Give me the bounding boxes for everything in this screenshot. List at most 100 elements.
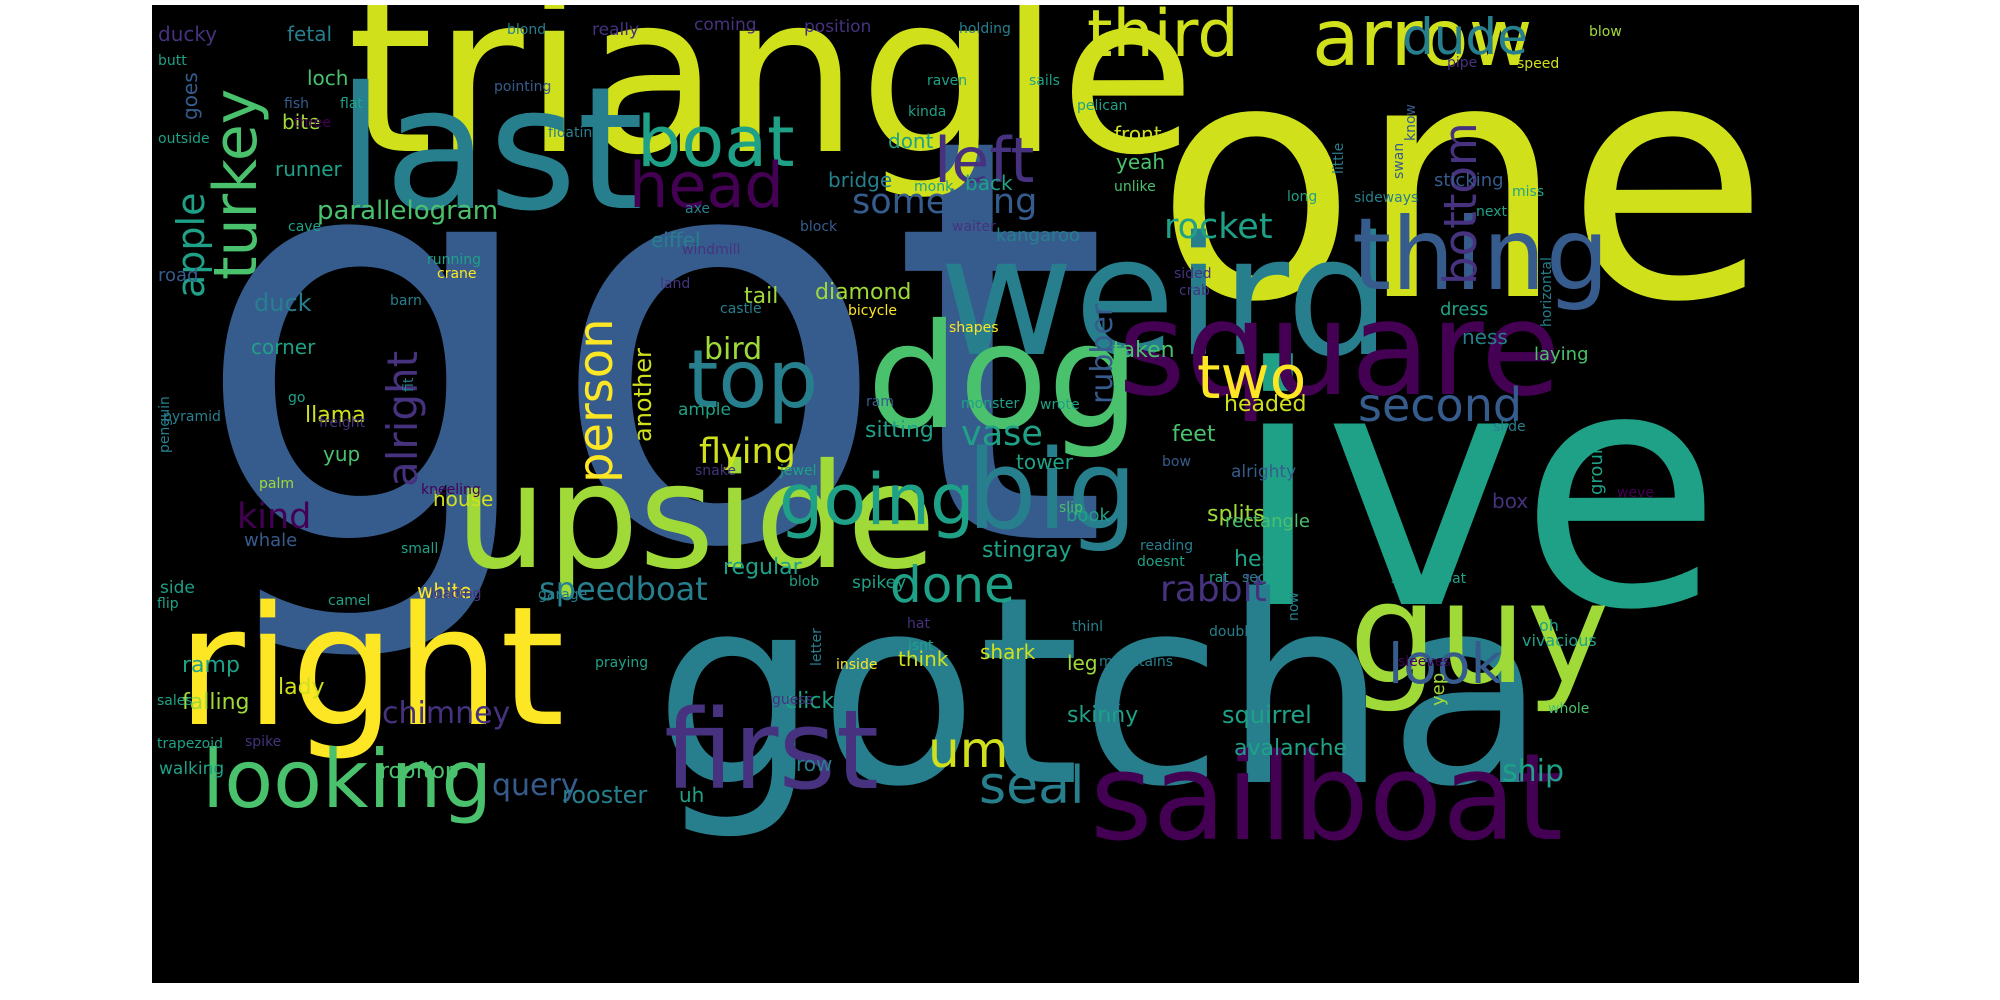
word-inside: inside: [836, 657, 878, 673]
word-blob: blob: [789, 574, 820, 590]
word-mountains: mountains: [1099, 654, 1174, 670]
word-bite: bite: [282, 110, 321, 134]
word-speedboat: speedboat: [539, 570, 708, 608]
word-runner: runner: [275, 157, 342, 181]
word-steamboat: steamboat: [1391, 571, 1467, 587]
word-query: query: [492, 768, 579, 803]
word-turkey: turkey: [201, 88, 271, 280]
word-running: running: [427, 252, 482, 268]
word-rocket: rocket: [1164, 207, 1273, 247]
word-doesnt: doesnt: [1137, 554, 1185, 570]
word-triangle: triangle: [347, 5, 1196, 203]
word-seal: seal: [979, 756, 1085, 816]
word-llama: llama: [305, 403, 366, 428]
word-pipe: pipe: [1447, 55, 1478, 71]
word-gotcha: gotcha: [654, 542, 1548, 844]
word-praying: praying: [595, 655, 649, 671]
word-outside: outside: [158, 131, 210, 147]
word-left: left: [934, 124, 1035, 197]
word-speed: speed: [1517, 56, 1560, 72]
word-floating: floating: [548, 125, 602, 141]
word-chimney: chimney: [382, 696, 511, 731]
word-pelican: pelican: [1077, 98, 1128, 114]
word-ness: ness: [1462, 325, 1508, 349]
word-side: side: [160, 578, 195, 598]
word-ok: ok: [1104, 700, 1121, 716]
word-last: last: [337, 51, 644, 249]
word-lady: lady: [278, 675, 325, 700]
word-sided: sided: [1174, 266, 1212, 282]
word-monk: monk: [914, 179, 954, 195]
word-spike: spike: [245, 734, 282, 750]
word-falling: falling: [182, 690, 250, 715]
word-snake: snake: [695, 463, 736, 479]
word-ample: ample: [678, 400, 731, 420]
word-little: little: [1331, 142, 1347, 174]
word-kinda: kinda: [908, 104, 947, 120]
word-sleeves: sleeves: [1398, 654, 1451, 670]
word-rooster: rooster: [562, 781, 648, 809]
word-rectangle: rectangle: [1225, 511, 1310, 532]
word-isnt: isnt: [908, 638, 934, 654]
word-loading: loading: [430, 586, 482, 602]
word-first: first: [664, 686, 879, 814]
word-loch: loch: [307, 66, 349, 90]
word-look: look: [1388, 632, 1503, 696]
word-boat: boat: [637, 101, 795, 183]
word-top: top: [687, 333, 819, 426]
word-rat: rat: [1209, 570, 1229, 586]
word-pyramid: pyramid: [163, 409, 221, 425]
word-going: going: [779, 459, 975, 541]
word-dog: dog: [867, 293, 1140, 462]
word-corner: corner: [251, 335, 316, 359]
word-flat: flat: [340, 96, 363, 112]
word-squirrel: squirrel: [1222, 701, 1312, 729]
word-tree: tree: [728, 228, 769, 252]
word-tail: tail: [744, 284, 779, 309]
word-feet: feet: [1172, 422, 1216, 447]
word-penguin: penguin: [157, 396, 173, 453]
word-back: back: [965, 171, 1013, 195]
word-flip: flip: [157, 596, 179, 612]
word-front: front: [1114, 122, 1162, 146]
word-fit: fit: [401, 377, 417, 392]
word-butt: butt: [158, 53, 187, 69]
word-click: click: [785, 689, 835, 714]
word-whole: whole: [1548, 701, 1590, 717]
word-person: person: [568, 318, 624, 483]
word-slide: slide: [1493, 419, 1526, 435]
word-parallelogram: parallelogram: [317, 196, 499, 226]
word-head: head: [629, 149, 784, 222]
word-arrow: arrow: [1312, 5, 1533, 84]
word-big: big: [967, 426, 1138, 554]
word-yeah: yeah: [1116, 150, 1166, 174]
word-guy: guy: [1349, 553, 1610, 716]
word-axe: axe: [685, 201, 711, 217]
word-blond: blond: [507, 22, 547, 38]
word-holding: holding: [959, 21, 1011, 37]
word-position: position: [804, 17, 872, 37]
word-square: square: [1118, 273, 1561, 425]
word-small: small: [401, 541, 439, 557]
word-laying: laying: [1534, 344, 1589, 365]
word-um: um: [928, 721, 1009, 779]
word-duck: duck: [254, 289, 312, 317]
word-tower: tower: [1016, 450, 1073, 474]
word-diamond: diamond: [815, 280, 912, 305]
word-taken: taken: [1113, 338, 1175, 363]
word-second: second: [1358, 378, 1523, 432]
word-ship: ship: [1502, 754, 1565, 789]
word-sideways: sideways: [1354, 190, 1419, 206]
word-ground: ground: [1586, 431, 1607, 495]
word-walking: walking: [159, 759, 225, 779]
word-fish: fish: [284, 96, 309, 112]
word-coming: coming: [694, 15, 757, 35]
word-vivacious: vivacious: [1522, 631, 1597, 650]
word-alrighty: alrighty: [1231, 462, 1297, 482]
word-land: land: [660, 276, 691, 292]
word-sitting: sitting: [865, 418, 934, 443]
word-kind: kind: [237, 497, 312, 537]
word-weird: weird: [939, 201, 1391, 393]
word-wrote: wrote: [1040, 397, 1080, 413]
word-unlike: unlike: [1114, 179, 1156, 195]
